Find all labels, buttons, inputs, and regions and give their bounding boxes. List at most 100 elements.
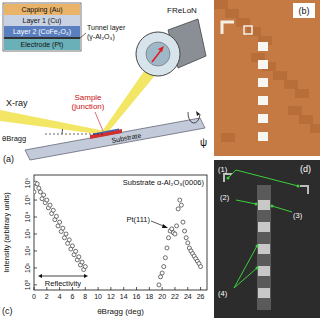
detector-window [146, 42, 170, 66]
sample-label: (junction) [72, 102, 105, 111]
pointer-tip [256, 267, 259, 270]
x-tick [98, 287, 99, 290]
pointer-tip [255, 203, 258, 206]
pointer-tip [227, 177, 230, 180]
panel-label: (c) [2, 306, 13, 316]
data-point [35, 182, 39, 186]
data-point [56, 224, 60, 228]
data-point [83, 265, 87, 269]
data-point [54, 214, 58, 218]
pointer-tip [297, 185, 300, 188]
x-tick-label: 12 [107, 293, 115, 300]
x-tick [200, 287, 201, 290]
layer-label: Layer 2 (CoFe₂O₄) [13, 28, 71, 36]
y-tick [34, 200, 37, 201]
detector-face [136, 32, 180, 76]
data-point [184, 236, 188, 240]
y-tick [34, 233, 37, 234]
leader [95, 112, 103, 131]
data-point [77, 255, 81, 259]
x-tick-label: 26 [197, 293, 205, 300]
x-tick [110, 287, 111, 290]
data-point [40, 197, 44, 201]
y-tick-label: 10¹ [24, 262, 31, 273]
data-point [186, 241, 190, 245]
panel-label: (a) [3, 154, 14, 164]
panel-label: (b) [299, 6, 310, 16]
x-tick [174, 287, 175, 290]
junction-pad [258, 78, 268, 87]
pointer-line [236, 200, 256, 204]
x-tick-label: 16 [133, 293, 141, 300]
arrow-head [38, 274, 42, 278]
junction-pad [258, 60, 268, 69]
texture [225, 9, 239, 18]
texture [288, 106, 302, 115]
marker-label: (4) [218, 289, 228, 298]
tunnel-label: (γ-Al₂O₃) [87, 33, 115, 41]
marker-label: (1) [218, 165, 228, 174]
y-tick-label: 10⁰ [24, 279, 31, 290]
panel-label: (d) [300, 164, 311, 174]
data-marks [34, 181, 203, 287]
data-point [80, 260, 84, 264]
marker-label: (2) [220, 193, 230, 202]
background [0, 0, 320, 318]
data-point [178, 198, 182, 202]
x-tick [85, 287, 86, 290]
data-point [37, 186, 41, 190]
x-tick-label: 14 [120, 293, 128, 300]
reference-line [45, 134, 104, 135]
data-point [199, 265, 203, 269]
x-axis-label: θBragg (deg) [97, 307, 144, 316]
detector-label: FReLoN [167, 6, 197, 15]
marker-label: (3) [293, 211, 303, 220]
y-tick [34, 217, 37, 218]
sample-label: Sample [74, 93, 102, 102]
data-point [181, 220, 185, 224]
data-point [159, 275, 163, 279]
layer-stack-frame [3, 3, 81, 51]
texture [214, 0, 228, 9]
x-tick [136, 287, 137, 290]
data-point [34, 190, 36, 194]
pointer-line [272, 206, 292, 212]
y-tick [34, 284, 37, 285]
alignment-mark [222, 22, 234, 34]
x-tick-label: 8 [83, 293, 87, 300]
x-tick [162, 287, 163, 290]
image-pad [258, 288, 270, 298]
pointer-line [234, 246, 257, 288]
tunnel-layer [4, 37, 80, 39]
arrow-head [158, 46, 164, 52]
panel-b: (b) [214, 0, 320, 156]
pointer-line [236, 170, 298, 186]
texture [284, 80, 298, 89]
junction-pad [258, 42, 268, 51]
layer [4, 4, 80, 15]
panel-d: (1) (2) (3) (4) (d) [214, 160, 320, 318]
panel-c: 0246810121416182022242610⁰10¹10²10³10⁴10… [2, 175, 207, 316]
layer-label: Layer 1 (Cu) [23, 17, 62, 25]
arrow-head [162, 224, 168, 228]
data-point [70, 244, 74, 248]
y-tick-label: 10² [24, 245, 31, 256]
pointer-line [228, 170, 236, 178]
y-tick [34, 267, 37, 268]
angle-label: θBragg [2, 134, 26, 143]
x-tick [123, 287, 124, 290]
junction-pad [258, 96, 268, 105]
data-point [48, 203, 52, 207]
data-point [176, 207, 180, 211]
annotation: Substrate α-Al₂O₃(0006) [123, 178, 205, 187]
data-point [163, 256, 167, 260]
pointer-line [234, 268, 257, 288]
x-tick-label: 20 [158, 293, 166, 300]
data-point [62, 236, 66, 240]
texture [299, 115, 313, 124]
data-point [45, 198, 49, 202]
beam-label: X-ray [6, 98, 28, 108]
image-strip [257, 185, 271, 310]
detector-arrow [152, 49, 162, 62]
arrow-head [196, 111, 200, 116]
